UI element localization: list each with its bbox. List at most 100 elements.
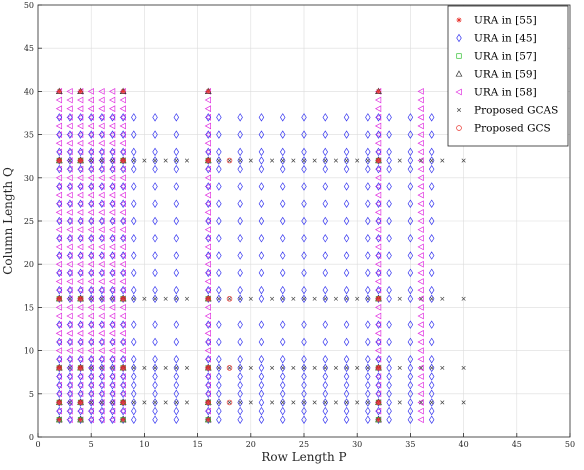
x-tick-label: 25	[299, 440, 309, 449]
data-point	[280, 354, 286, 364]
data-point	[428, 251, 435, 260]
data-point	[77, 139, 84, 147]
data-point	[407, 182, 414, 191]
data-point	[205, 417, 211, 423]
data-point	[280, 380, 286, 390]
data-point	[386, 130, 392, 139]
data-point	[227, 365, 232, 370]
data-point	[173, 234, 180, 243]
data-point	[205, 296, 211, 302]
data-point	[56, 406, 62, 416]
data-point	[333, 400, 338, 405]
data-point	[417, 148, 424, 156]
data-point	[77, 372, 84, 381]
data-point	[258, 406, 265, 416]
data-point	[216, 182, 222, 191]
data-point	[374, 122, 382, 130]
data-point	[98, 88, 105, 95]
data-point	[322, 268, 328, 278]
data-point	[66, 208, 73, 216]
data-point	[56, 399, 63, 406]
data-point	[88, 164, 94, 174]
data-point	[66, 139, 73, 147]
data-point	[407, 294, 414, 304]
data-point	[152, 372, 158, 381]
data-point	[407, 354, 414, 364]
data-point	[333, 158, 338, 163]
data-point	[417, 243, 424, 251]
data-point	[216, 406, 222, 416]
data-point	[99, 199, 105, 208]
data-point	[88, 268, 94, 278]
data-point	[291, 158, 296, 163]
data-point	[280, 365, 285, 370]
legend-label-ura-57: URA in [57]	[474, 51, 537, 63]
data-point	[77, 182, 84, 191]
data-point	[374, 329, 382, 337]
data-point	[205, 406, 211, 416]
data-point	[99, 372, 105, 381]
data-point	[301, 199, 307, 208]
data-point	[119, 347, 126, 354]
data-point	[365, 372, 371, 381]
x-tick-label: 10	[139, 440, 149, 449]
data-point	[56, 285, 62, 295]
data-point	[417, 381, 424, 389]
data-point	[109, 234, 116, 243]
series-proposed-gcs	[56, 157, 382, 406]
data-point	[365, 130, 371, 139]
data-point	[56, 157, 62, 164]
data-point	[66, 191, 73, 199]
data-point	[301, 182, 307, 191]
grid-lines	[38, 5, 570, 437]
data-point	[173, 406, 180, 416]
data-point	[89, 365, 94, 370]
data-point	[216, 268, 222, 278]
legend-label-proposed-gcs: Proposed GCS	[474, 123, 551, 135]
data-point	[131, 199, 137, 208]
data-point	[375, 365, 382, 371]
data-point	[375, 365, 382, 371]
data-point	[270, 400, 275, 405]
data-point	[237, 380, 243, 390]
data-point	[397, 158, 402, 163]
x-tick-label: 35	[405, 440, 415, 449]
data-point	[67, 337, 73, 347]
data-point	[77, 260, 84, 268]
data-point	[322, 113, 328, 122]
data-point	[56, 354, 62, 364]
data-point	[258, 380, 265, 390]
data-point	[237, 164, 243, 174]
data-point	[173, 320, 180, 329]
data-point	[55, 191, 63, 199]
data-point	[184, 400, 190, 405]
data-point	[365, 164, 371, 174]
data-point	[312, 365, 317, 370]
data-point	[301, 406, 307, 416]
data-point	[374, 226, 382, 234]
data-point	[99, 320, 105, 329]
data-point	[77, 337, 84, 347]
data-point	[375, 380, 382, 390]
data-point	[258, 147, 265, 157]
x-tick-label: 40	[459, 440, 469, 449]
data-point	[322, 389, 328, 399]
data-point	[205, 199, 211, 208]
data-point	[237, 320, 243, 329]
data-point	[461, 158, 466, 163]
data-point	[109, 216, 116, 226]
data-point	[77, 365, 84, 371]
data-point	[418, 296, 424, 301]
data-point	[301, 130, 307, 139]
data-point	[77, 226, 84, 234]
data-point	[88, 199, 94, 208]
data-point	[428, 406, 435, 416]
data-point	[120, 285, 126, 295]
data-point	[108, 260, 116, 268]
data-point	[216, 130, 222, 139]
legend-label-ura-59: URA in [59]	[474, 69, 537, 81]
data-point	[374, 191, 382, 199]
data-point	[417, 217, 424, 225]
data-point	[89, 158, 94, 163]
data-point	[87, 105, 94, 113]
